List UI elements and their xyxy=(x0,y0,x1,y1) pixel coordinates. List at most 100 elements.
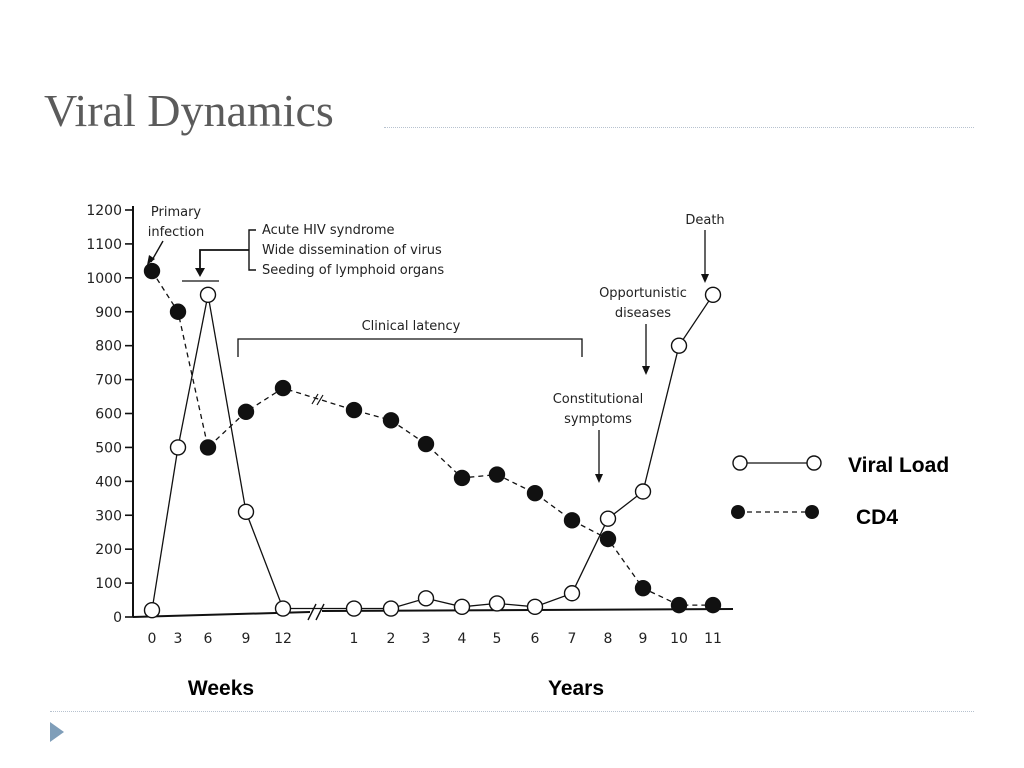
data-point-viral-load xyxy=(169,439,187,456)
y-tick-label: 200 xyxy=(95,542,122,558)
annotation-opportunistic-line2: diseases xyxy=(615,306,671,321)
annotation-acute-line2: Wide dissemination of virus xyxy=(262,243,442,258)
data-point-cd4 xyxy=(382,412,400,429)
x-tick-label: 5 xyxy=(493,631,502,647)
data-point-cd4 xyxy=(453,469,471,487)
annotation-constitutional-arrowhead xyxy=(595,474,603,483)
play-triangle-icon xyxy=(50,722,64,742)
data-point-cd4 xyxy=(199,439,217,456)
y-tick-label: 1000 xyxy=(86,271,122,287)
annotation-death-arrowhead xyxy=(701,274,709,283)
annotation-constitutional-line2: symptoms xyxy=(564,412,632,427)
x-tick-label: 6 xyxy=(204,631,213,647)
y-tick-label: 400 xyxy=(95,474,122,490)
y-tick-label: 800 xyxy=(95,339,122,355)
data-point-cd4 xyxy=(599,530,617,548)
annotation-primary-arrowhead xyxy=(147,255,155,265)
data-point-viral-load xyxy=(634,483,652,500)
data-point-cd4 xyxy=(274,379,292,397)
data-point-cd4 xyxy=(634,579,652,597)
annotation-primary-line1: Primary xyxy=(151,205,202,220)
x-tick-label: 9 xyxy=(242,631,251,647)
data-point-cd4 xyxy=(704,596,722,614)
chart-series xyxy=(143,262,722,619)
data-point-viral-load xyxy=(704,286,722,303)
legend-cd4-marker xyxy=(805,505,819,519)
data-point-cd4 xyxy=(563,512,581,529)
data-point-viral-load xyxy=(599,510,617,527)
data-point-viral-load xyxy=(382,600,400,617)
title-divider xyxy=(384,127,974,128)
data-point-viral-load xyxy=(345,600,363,617)
legend-cd4-label: CD4 xyxy=(856,506,898,529)
legend-cd4-marker xyxy=(731,505,745,519)
data-point-viral-load xyxy=(143,602,161,619)
data-point-viral-load xyxy=(563,585,581,602)
annotation-death-label: Death xyxy=(685,213,724,228)
legend-viral-load-label: Viral Load xyxy=(848,454,949,477)
x-tick-label: 3 xyxy=(422,631,431,647)
y-tick-label: 600 xyxy=(95,407,122,423)
data-point-cd4 xyxy=(237,403,255,421)
annotation-acute-line3: Seeding of lymphoid organs xyxy=(262,263,444,278)
x-tick-label: 6 xyxy=(531,631,540,647)
data-point-cd4 xyxy=(526,485,544,502)
x-tick-label: 3 xyxy=(174,631,183,647)
data-point-viral-load xyxy=(670,337,688,354)
x-tick-label: 2 xyxy=(387,631,396,647)
annotation-primary-line2: infection xyxy=(148,225,204,240)
data-point-cd4 xyxy=(417,435,435,453)
x-tick-label: 0 xyxy=(148,631,157,647)
annotation-latency-label: Clinical latency xyxy=(362,319,461,334)
y-tick-label: 300 xyxy=(95,508,122,524)
y-tick-label: 900 xyxy=(95,305,122,321)
legend-viral-load-marker xyxy=(732,455,748,471)
y-tick-label: 500 xyxy=(95,440,122,456)
annotation-acute-bracket xyxy=(248,229,256,271)
data-point-cd4 xyxy=(143,262,161,280)
slide-title: Viral Dynamics xyxy=(44,85,334,136)
y-tick-label: 100 xyxy=(95,576,122,592)
x-tick-label: 9 xyxy=(639,631,648,647)
chart-legend: Viral Load CD4 xyxy=(731,454,949,529)
legend-viral-load-marker xyxy=(806,455,822,471)
y-tick-label: 700 xyxy=(95,373,122,389)
x-tick-label: 11 xyxy=(704,631,722,647)
x-axis-break xyxy=(315,603,325,621)
data-point-cd4 xyxy=(488,466,506,483)
annotation-acute-line1: Acute HIV syndrome xyxy=(262,223,395,238)
data-point-cd4 xyxy=(345,401,363,419)
x-axis-break xyxy=(307,603,317,621)
series-line-viral-load xyxy=(151,294,714,611)
y-tick-label: 0 xyxy=(113,610,122,626)
series-break-mark xyxy=(311,393,319,405)
y-tick-label: 1100 xyxy=(86,237,122,253)
x-tick-label: 1 xyxy=(350,631,359,647)
x-group-label-years: Years xyxy=(548,677,604,700)
data-point-cd4 xyxy=(670,596,688,614)
data-point-viral-load xyxy=(274,600,292,617)
data-point-cd4 xyxy=(169,303,187,320)
data-point-viral-load xyxy=(199,286,217,303)
x-tick-label: 12 xyxy=(274,631,292,647)
annotation-opportunistic-line1: Opportunistic xyxy=(599,286,687,301)
footer-divider xyxy=(50,711,974,712)
x-group-label-weeks: Weeks xyxy=(188,677,254,700)
x-tick-label: 8 xyxy=(604,631,613,647)
annotation-opportunistic-arrowhead xyxy=(642,366,650,375)
annotation-acute-arrowhead xyxy=(195,268,205,277)
data-point-viral-load xyxy=(417,590,435,607)
annotation-acute-arrow xyxy=(199,249,249,270)
data-point-viral-load xyxy=(237,503,255,521)
annotation-latency-bracket xyxy=(237,338,583,357)
data-point-viral-load xyxy=(453,598,471,616)
y-tick-label: 1200 xyxy=(86,203,122,219)
series-line-cd4 xyxy=(151,270,713,606)
data-point-viral-load xyxy=(488,595,506,612)
x-tick-label: 4 xyxy=(458,631,467,647)
x-tick-label: 10 xyxy=(670,631,688,647)
annotation-constitutional-line1: Constitutional xyxy=(553,392,644,407)
data-point-viral-load xyxy=(526,598,544,616)
series-break-mark xyxy=(316,394,324,406)
